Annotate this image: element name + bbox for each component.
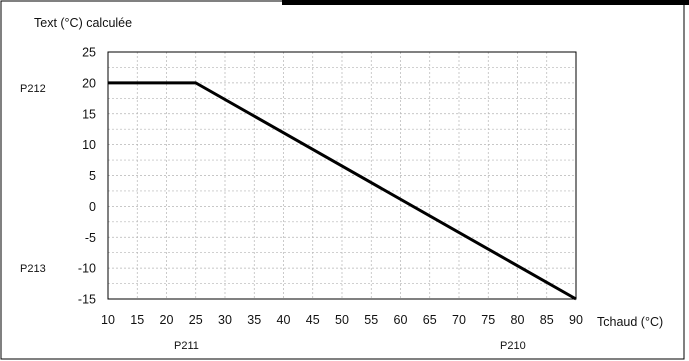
x-axis-label: Tchaud (°C) xyxy=(597,315,663,329)
x-tick-label: 70 xyxy=(452,313,466,327)
x-tick-labels: 10 15 20 25 30 35 40 45 50 55 60 65 70 75 80 85 90 xyxy=(101,313,583,327)
y-tick-label: 15 xyxy=(82,107,96,121)
x-tick-label: 60 xyxy=(394,313,408,327)
x-tick-label: 10 xyxy=(101,313,115,327)
x-tick-label: 20 xyxy=(160,313,174,327)
y-tick-label: 5 xyxy=(89,169,96,183)
x-tick-label: 80 xyxy=(511,313,525,327)
series-line xyxy=(108,81,577,301)
plot-area-border xyxy=(107,51,577,300)
param-label-p210: P210 xyxy=(500,340,526,352)
x-tick-label: 30 xyxy=(218,313,232,327)
y-tick-label: -10 xyxy=(78,262,96,276)
x-tick-label: 25 xyxy=(189,313,203,327)
y-tick-label: -15 xyxy=(78,293,96,307)
x-tick-label: 55 xyxy=(364,313,378,327)
y-tick-label: -5 xyxy=(85,231,96,245)
x-tick-label: 40 xyxy=(277,313,291,327)
top-bar xyxy=(282,0,689,5)
param-label-p211: P211 xyxy=(174,340,199,352)
y-tick-label: 20 xyxy=(82,76,96,90)
param-label-p212: P212 xyxy=(20,83,46,95)
y-tick-label: 10 xyxy=(82,138,96,152)
series xyxy=(108,81,577,301)
param-label-p213: P213 xyxy=(20,263,46,275)
x-tick-label: 90 xyxy=(569,313,583,327)
x-tick-label: 45 xyxy=(306,313,320,327)
x-tick-label: 50 xyxy=(335,313,349,327)
y-tick-labels: 25 20 15 10 5 0 -5 -10 -15 xyxy=(78,46,96,307)
x-tick-label: 75 xyxy=(481,313,495,327)
x-tick-label: 85 xyxy=(540,313,554,327)
x-tick-label: 15 xyxy=(130,313,144,327)
grid xyxy=(107,51,577,300)
x-tick-label: 35 xyxy=(247,313,261,327)
y-axis-label: Text (°C) calculée xyxy=(34,16,132,30)
x-tick-label: 65 xyxy=(423,313,437,327)
y-tick-label: 25 xyxy=(82,46,96,60)
y-tick-label: 0 xyxy=(89,200,96,214)
